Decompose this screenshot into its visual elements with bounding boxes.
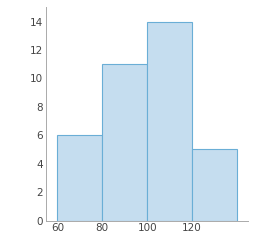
Bar: [147, 22, 192, 221]
Bar: [57, 135, 102, 220]
Bar: [102, 64, 147, 220]
Bar: [192, 149, 237, 220]
